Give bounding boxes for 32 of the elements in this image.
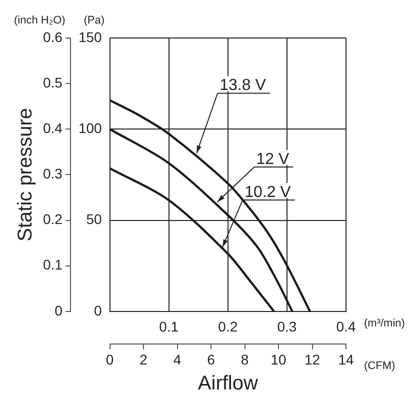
- y-tick-label: 150: [78, 28, 102, 45]
- x2-tick-label: 2: [140, 351, 148, 368]
- text: (m³/min): [364, 317, 405, 330]
- x2-tick-label: 4: [173, 351, 182, 368]
- y2-tick-label: 0.5: [42, 74, 63, 90]
- text: (Pa): [84, 14, 105, 27]
- y2-tick-label: 0.3: [42, 166, 63, 182]
- y2-tick-label: 0.4: [42, 120, 63, 136]
- x2-tick-label: 14: [338, 351, 354, 368]
- text: (inch H₂O): [14, 14, 66, 27]
- text: (CFM): [364, 360, 396, 372]
- annotation: 10.2 V: [244, 184, 292, 202]
- y-tick-label: 50: [86, 211, 102, 228]
- x2-axis-title: Airflow: [198, 372, 258, 395]
- annotation: 12 V: [256, 151, 290, 168]
- x-tick-label: 0.4: [336, 318, 356, 335]
- x-tick-label: 0.3: [277, 318, 297, 335]
- y2-axis-title: Static pressure: [14, 108, 37, 242]
- y2-tick-label: 0.2: [42, 211, 63, 228]
- y2-tick-label: 0.1: [42, 256, 63, 273]
- y2-tick-label: 0: [54, 302, 63, 318]
- x2-tick-label: 6: [207, 351, 216, 368]
- x-tick-label: 0.1: [159, 318, 179, 335]
- y-tick-label: 0: [94, 302, 102, 318]
- y-tick-label: 100: [78, 120, 102, 136]
- y2-tick-label: 0.6: [42, 28, 63, 45]
- x2-tick-label: 10: [270, 351, 287, 368]
- annotation: 13.8 V: [220, 77, 266, 94]
- x2-tick-label: 8: [240, 351, 249, 368]
- x-tick-label: 0.2: [218, 318, 238, 335]
- x2-tick-label: 0: [106, 351, 114, 368]
- x2-tick-label: 12: [304, 351, 320, 368]
